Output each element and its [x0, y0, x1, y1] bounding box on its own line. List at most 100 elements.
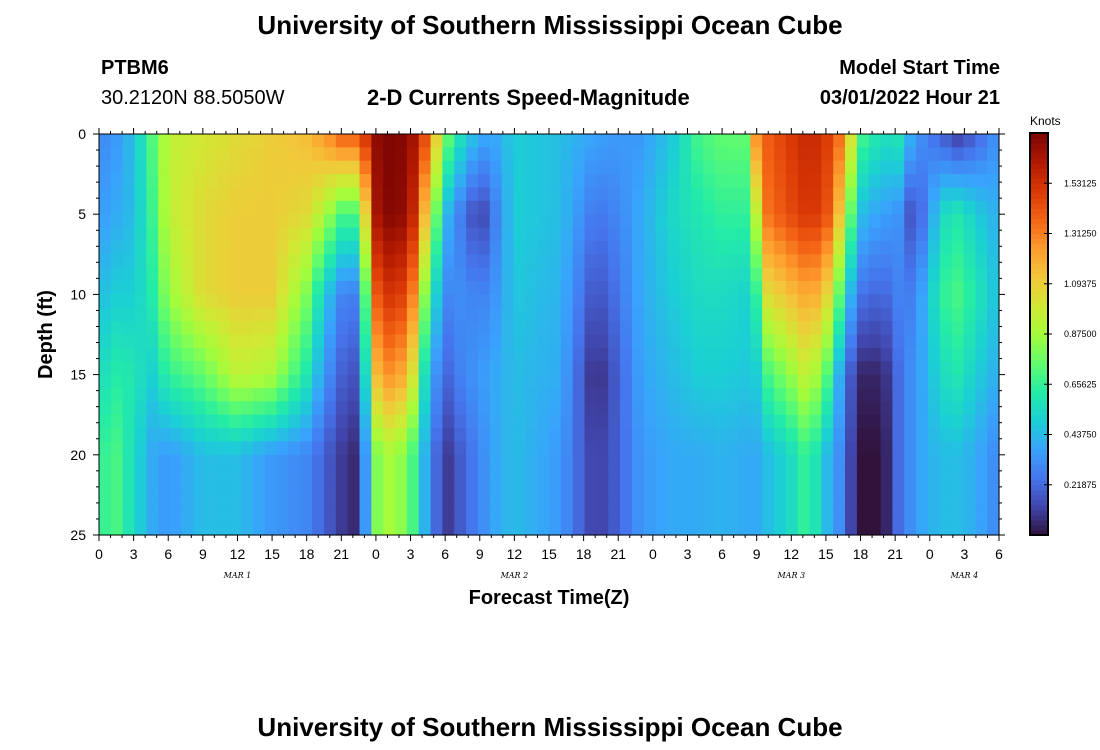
- heatmap-cell: [489, 267, 503, 282]
- heatmap-cell: [904, 240, 917, 255]
- colorbar-band: [1030, 469, 1048, 476]
- heatmap-cell: [335, 387, 349, 402]
- heatmap-cell: [987, 321, 1000, 336]
- heatmap-cell: [193, 187, 207, 202]
- heatmap-cell: [726, 227, 740, 242]
- heatmap-cell: [904, 334, 917, 349]
- heatmap-cell: [347, 361, 361, 376]
- heatmap-cell: [99, 174, 112, 189]
- heatmap-cell: [560, 387, 574, 402]
- heatmap-cell: [951, 468, 965, 483]
- heatmap-cell: [181, 134, 195, 148]
- heatmap-cell: [821, 294, 834, 309]
- heatmap-cell: [324, 374, 337, 389]
- heatmap-cell: [264, 187, 278, 202]
- heatmap-cell: [916, 134, 929, 148]
- heatmap-cell: [750, 200, 763, 215]
- heatmap-cell: [181, 468, 195, 483]
- heatmap-cell: [324, 321, 337, 336]
- heatmap-cell: [371, 321, 384, 336]
- heatmap-cell: [383, 441, 396, 456]
- heatmap-cell: [702, 187, 716, 202]
- heatmap-cell: [146, 374, 159, 389]
- heatmap-cell: [750, 240, 763, 255]
- heatmap-cell: [856, 441, 870, 456]
- heatmap-cell: [620, 441, 633, 456]
- heatmap-cell: [797, 214, 811, 229]
- heatmap-cell: [880, 361, 894, 376]
- heatmap-cell: [774, 508, 787, 523]
- heatmap-cell: [324, 401, 337, 416]
- heatmap-cell: [750, 468, 763, 483]
- heatmap-cell: [395, 134, 408, 148]
- heatmap-cell: [702, 281, 716, 295]
- heatmap-cell: [797, 361, 811, 376]
- heatmap-cell: [525, 414, 538, 429]
- heatmap-cell: [833, 347, 846, 362]
- station-coordinates: 30.2120N 88.5050W: [101, 87, 285, 109]
- heatmap-cell: [241, 428, 254, 443]
- heatmap-cell: [880, 347, 894, 362]
- heatmap-cell: [927, 441, 941, 456]
- heatmap-cell: [643, 187, 657, 202]
- heatmap-cell: [181, 508, 195, 523]
- heatmap-cell: [845, 361, 858, 376]
- heatmap-cell: [738, 347, 751, 362]
- heatmap-cell: [572, 508, 586, 523]
- heatmap-cell: [241, 227, 254, 242]
- heatmap-cell: [276, 428, 290, 443]
- heatmap-cell: [170, 307, 183, 322]
- heatmap-cell: [643, 227, 657, 242]
- heatmap-cell: [904, 214, 917, 229]
- heatmap-cell: [525, 521, 538, 536]
- heatmap-cell: [466, 521, 479, 536]
- heatmap-cell: [880, 401, 894, 416]
- heatmap-cell: [951, 214, 965, 229]
- heatmap-cell: [359, 281, 372, 295]
- heatmap-cell: [99, 294, 112, 309]
- heatmap-cell: [785, 414, 799, 429]
- heatmap-cell: [963, 240, 976, 255]
- heatmap-cell: [951, 387, 965, 402]
- heatmap-cell: [371, 281, 384, 295]
- heatmap-cell: [691, 240, 704, 255]
- heatmap-cell: [513, 294, 526, 309]
- heatmap-cell: [288, 347, 301, 362]
- heatmap-cell: [454, 267, 467, 282]
- colorbar-band: [1030, 369, 1048, 375]
- heatmap-cell: [276, 214, 290, 229]
- heatmap-cell: [466, 361, 479, 376]
- heatmap-cell: [300, 401, 313, 416]
- heatmap-cell: [110, 361, 124, 376]
- heatmap-cell: [312, 401, 325, 416]
- heatmap-cell: [880, 387, 894, 402]
- heatmap-cell: [785, 454, 799, 469]
- heatmap-cell: [371, 187, 384, 202]
- heatmap-cell: [252, 240, 266, 255]
- heatmap-cell: [241, 334, 254, 349]
- heatmap-cell: [845, 294, 858, 309]
- heatmap-cell: [892, 281, 905, 295]
- heatmap-cell: [181, 281, 195, 295]
- heatmap-cell: [501, 147, 515, 162]
- heatmap-cell: [702, 307, 716, 322]
- heatmap-cell: [679, 147, 692, 162]
- heatmap-cell: [726, 321, 740, 336]
- heatmap-cell: [442, 387, 455, 402]
- heatmap-cell: [702, 468, 716, 483]
- heatmap-cell: [987, 294, 1000, 309]
- heatmap-cell: [312, 361, 325, 376]
- heatmap-cell: [774, 187, 787, 202]
- heatmap-cell: [833, 174, 846, 189]
- heatmap-cell: [217, 321, 230, 336]
- heatmap-cell: [300, 428, 313, 443]
- heatmap-cell: [525, 441, 538, 456]
- colorbar-band: [1030, 138, 1048, 144]
- heatmap-cell: [525, 240, 538, 255]
- heatmap-cell: [395, 214, 408, 229]
- heatmap-cell: [560, 401, 574, 416]
- heatmap-cell: [300, 441, 313, 456]
- heatmap-cell: [217, 281, 230, 295]
- colorbar-band: [1030, 283, 1048, 290]
